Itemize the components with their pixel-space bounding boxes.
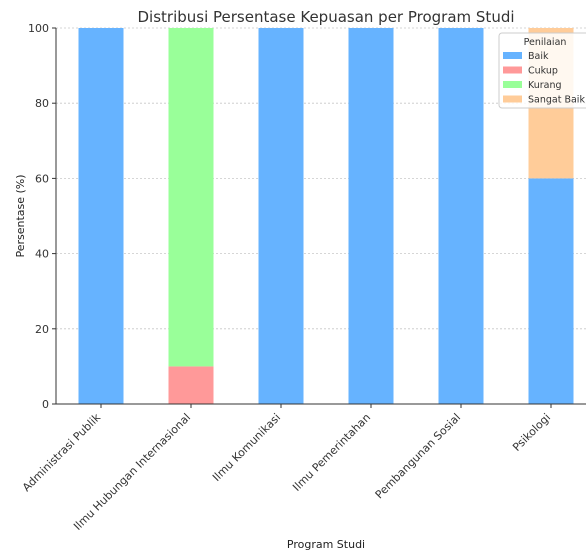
legend-label: Cukup — [528, 66, 558, 77]
bar-segment — [438, 28, 484, 404]
bar-segment — [528, 178, 574, 404]
legend-items: Baik Cukup Kurang Sangat Baik — [503, 51, 585, 106]
x-tick-label: Administrasi Publik — [20, 410, 104, 494]
bar-segment — [168, 28, 214, 367]
legend-swatch — [503, 81, 522, 88]
legend-label: Baik — [528, 51, 549, 62]
x-tick-label: Ilmu Pemerintahan — [290, 411, 373, 494]
chart-title: Distribusi Persentase Kepuasan per Progr… — [137, 8, 514, 26]
legend-swatch — [503, 66, 522, 74]
legend-swatch — [503, 52, 522, 59]
y-tick-label: 20 — [35, 323, 49, 336]
legend-box — [498, 32, 586, 109]
bar-segment — [348, 28, 394, 404]
axes — [52, 27, 586, 408]
bar-segment — [168, 366, 214, 404]
x-tick-label: Ilmu Komunikasi — [210, 411, 283, 484]
legend: Penilaian Baik Cukup Kurang Sangat Baik — [498, 32, 586, 109]
y-tick-label: 0 — [42, 398, 49, 411]
bar-segment — [78, 28, 124, 404]
x-axis-label: Program Studi — [287, 538, 365, 551]
y-tick-labels: 0 20 40 60 80 100 — [28, 22, 49, 411]
legend-label: Kurang — [528, 80, 562, 91]
bars — [78, 28, 574, 404]
legend-swatch — [503, 95, 522, 103]
legend-title: Penilaian — [524, 37, 567, 48]
y-tick-label: 80 — [35, 97, 49, 110]
y-tick-label: 60 — [35, 172, 49, 185]
y-tick-label: 100 — [28, 22, 49, 35]
legend-label: Sangat Baik — [528, 95, 585, 106]
bar-segment — [258, 28, 304, 404]
x-tick-label: Pembangunan Sosial — [373, 411, 463, 501]
y-tick-label: 40 — [35, 248, 49, 261]
y-axis-label: Persentase (%) — [14, 174, 27, 257]
x-tick-label: Psikologi — [510, 411, 553, 454]
